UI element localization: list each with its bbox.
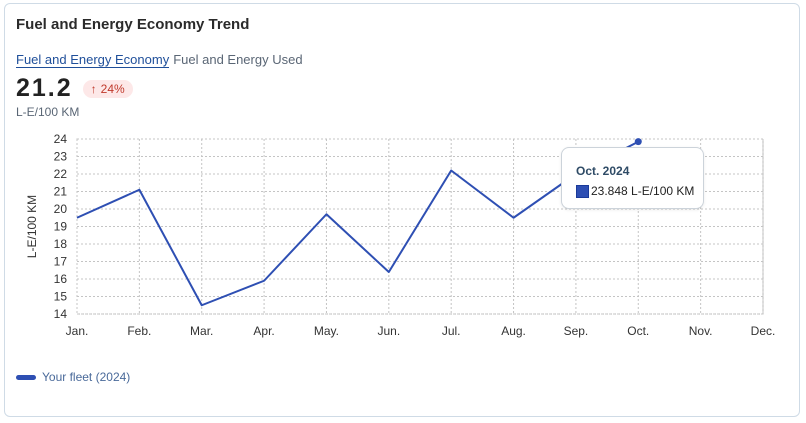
legend-label: Your fleet (2024) [42,370,131,384]
x-tick-label: Jul. [442,324,461,338]
y-tick-label: 16 [54,272,68,286]
tooltip-title: Oct. 2024 [576,164,630,178]
tab-fuel-energy-used[interactable]: Fuel and Energy Used [173,52,303,67]
y-tick-label: 24 [54,132,68,146]
card-title: Fuel and Energy Economy Trend [16,16,250,33]
x-tick-label: Oct. [627,324,649,338]
kpi-summary: 21.2 ↑ 24% [16,74,133,103]
change-value: 24% [100,81,125,96]
x-tick-label: Sep. [564,324,589,338]
trend-card [4,3,800,417]
y-tick-label: 23 [54,150,68,164]
legend-swatch [16,374,36,380]
x-tick-label: Aug. [501,324,526,338]
series-line [76,140,639,307]
metric-tabs: Fuel and Energy Economy Fuel and Energy … [16,52,303,68]
legend-item-your-fleet[interactable]: Your fleet (2024) [16,370,130,384]
x-tick-label: Apr. [253,324,274,338]
y-tick-label: 14 [54,307,68,321]
tooltip-value: 23.848 L-E/100 KM [591,184,695,198]
x-tick-label: Feb. [127,324,151,338]
y-tick-label: 18 [54,237,68,251]
y-tick-label: 22 [54,167,68,181]
kpi-value: 21.2 [16,74,73,102]
kpi-unit: L-E/100 KM [16,105,80,119]
tooltip-row: 23.848 L-E/100 KM [576,184,694,198]
y-tick-label: 15 [54,290,68,304]
highlight-point [634,138,642,146]
y-tick-label: 19 [54,220,68,234]
y-tick-label: 20 [54,202,68,216]
arrow-up-icon: ↑ [90,81,97,96]
chart-tooltip: Oct. 2024 23.848 L-E/100 KM [561,147,704,209]
x-tick-label: Dec. [751,324,776,338]
y-axis-label: L-E/100 KM [25,195,39,258]
tab-fuel-energy-economy[interactable]: Fuel and Energy Economy [16,52,170,68]
x-tick-label: May. [314,324,339,338]
x-tick-label: Jan. [66,324,89,338]
x-tick-label: Jun. [377,324,400,338]
y-tick-label: 17 [54,255,68,269]
tooltip-series-swatch [576,184,589,198]
y-tick-label: 21 [54,185,68,199]
change-badge: ↑ 24% [82,79,133,98]
x-tick-label: Nov. [689,324,713,338]
x-tick-label: Mar. [190,324,213,338]
